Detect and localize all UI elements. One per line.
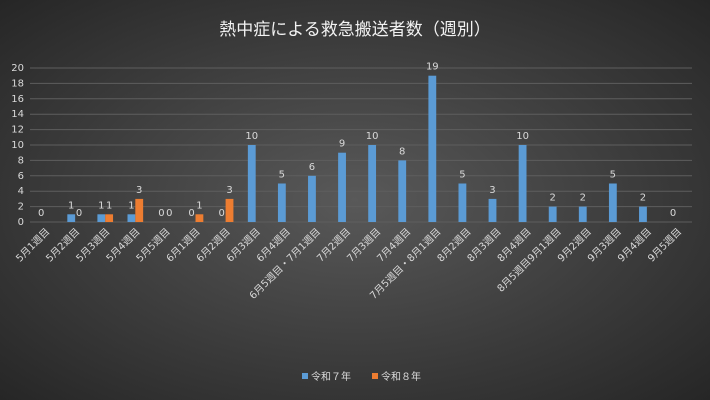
y-tick-label: 6 <box>18 171 24 182</box>
legend-swatch <box>302 373 308 379</box>
data-label: 3 <box>136 185 142 196</box>
bar <box>398 160 407 222</box>
bar <box>488 198 497 222</box>
y-tick-label: 0 <box>18 217 24 228</box>
y-tick-label: 14 <box>11 109 24 120</box>
y-tick-label: 10 <box>11 140 24 151</box>
data-label: 1 <box>128 200 134 211</box>
data-label: 6 <box>309 162 315 173</box>
y-tick-label: 16 <box>11 94 24 105</box>
data-label: 1 <box>98 200 104 211</box>
data-label: 9 <box>339 139 345 150</box>
bar <box>247 145 256 222</box>
data-label: 0 <box>670 208 676 219</box>
chart-title: 熱中症による救急搬送者数（週別） <box>219 20 491 40</box>
bar <box>518 145 527 222</box>
data-label: 2 <box>580 193 586 204</box>
data-label: 2 <box>549 193 555 204</box>
data-label: 0 <box>38 208 44 219</box>
data-label: 10 <box>516 131 529 142</box>
bar <box>105 214 114 222</box>
data-label: 8 <box>399 146 405 157</box>
bar <box>225 198 234 222</box>
data-label: 0 <box>166 208 172 219</box>
data-label: 1 <box>196 200 202 211</box>
y-tick-label: 20 <box>11 63 24 74</box>
data-label: 0 <box>188 208 194 219</box>
legend-label: 令和７年 <box>311 370 351 383</box>
legend-label: 令和８年 <box>381 370 421 383</box>
bar <box>308 175 316 222</box>
data-label: 3 <box>489 185 495 196</box>
data-label: 3 <box>226 185 232 196</box>
y-tick-label: 2 <box>18 202 24 213</box>
data-label: 5 <box>279 170 285 181</box>
bar <box>135 198 144 222</box>
bar <box>428 75 437 222</box>
bar <box>67 214 76 222</box>
y-tick-label: 8 <box>18 155 24 166</box>
y-tick-label: 18 <box>11 78 24 89</box>
bar <box>277 183 286 222</box>
data-label: 10 <box>366 131 379 142</box>
bar <box>368 145 377 222</box>
y-tick-label: 4 <box>18 186 24 197</box>
data-label: 10 <box>245 131 258 142</box>
bar <box>127 214 136 222</box>
data-label: 1 <box>68 200 74 211</box>
data-label: 0 <box>218 208 224 219</box>
legend-swatch <box>372 373 378 379</box>
bar <box>458 183 467 222</box>
data-label: 2 <box>640 193 646 204</box>
bar <box>338 152 346 222</box>
data-label: 1 <box>106 200 112 211</box>
data-label: 0 <box>158 208 164 219</box>
bar <box>608 183 617 222</box>
data-label: 0 <box>76 208 82 219</box>
bar <box>578 206 587 222</box>
data-label: 5 <box>610 170 616 181</box>
bar <box>548 206 557 222</box>
bar <box>97 214 106 222</box>
bar <box>639 206 647 222</box>
y-tick-label: 12 <box>11 125 24 136</box>
bar <box>195 214 204 222</box>
data-label: 5 <box>459 170 465 181</box>
data-label: 19 <box>426 62 439 73</box>
